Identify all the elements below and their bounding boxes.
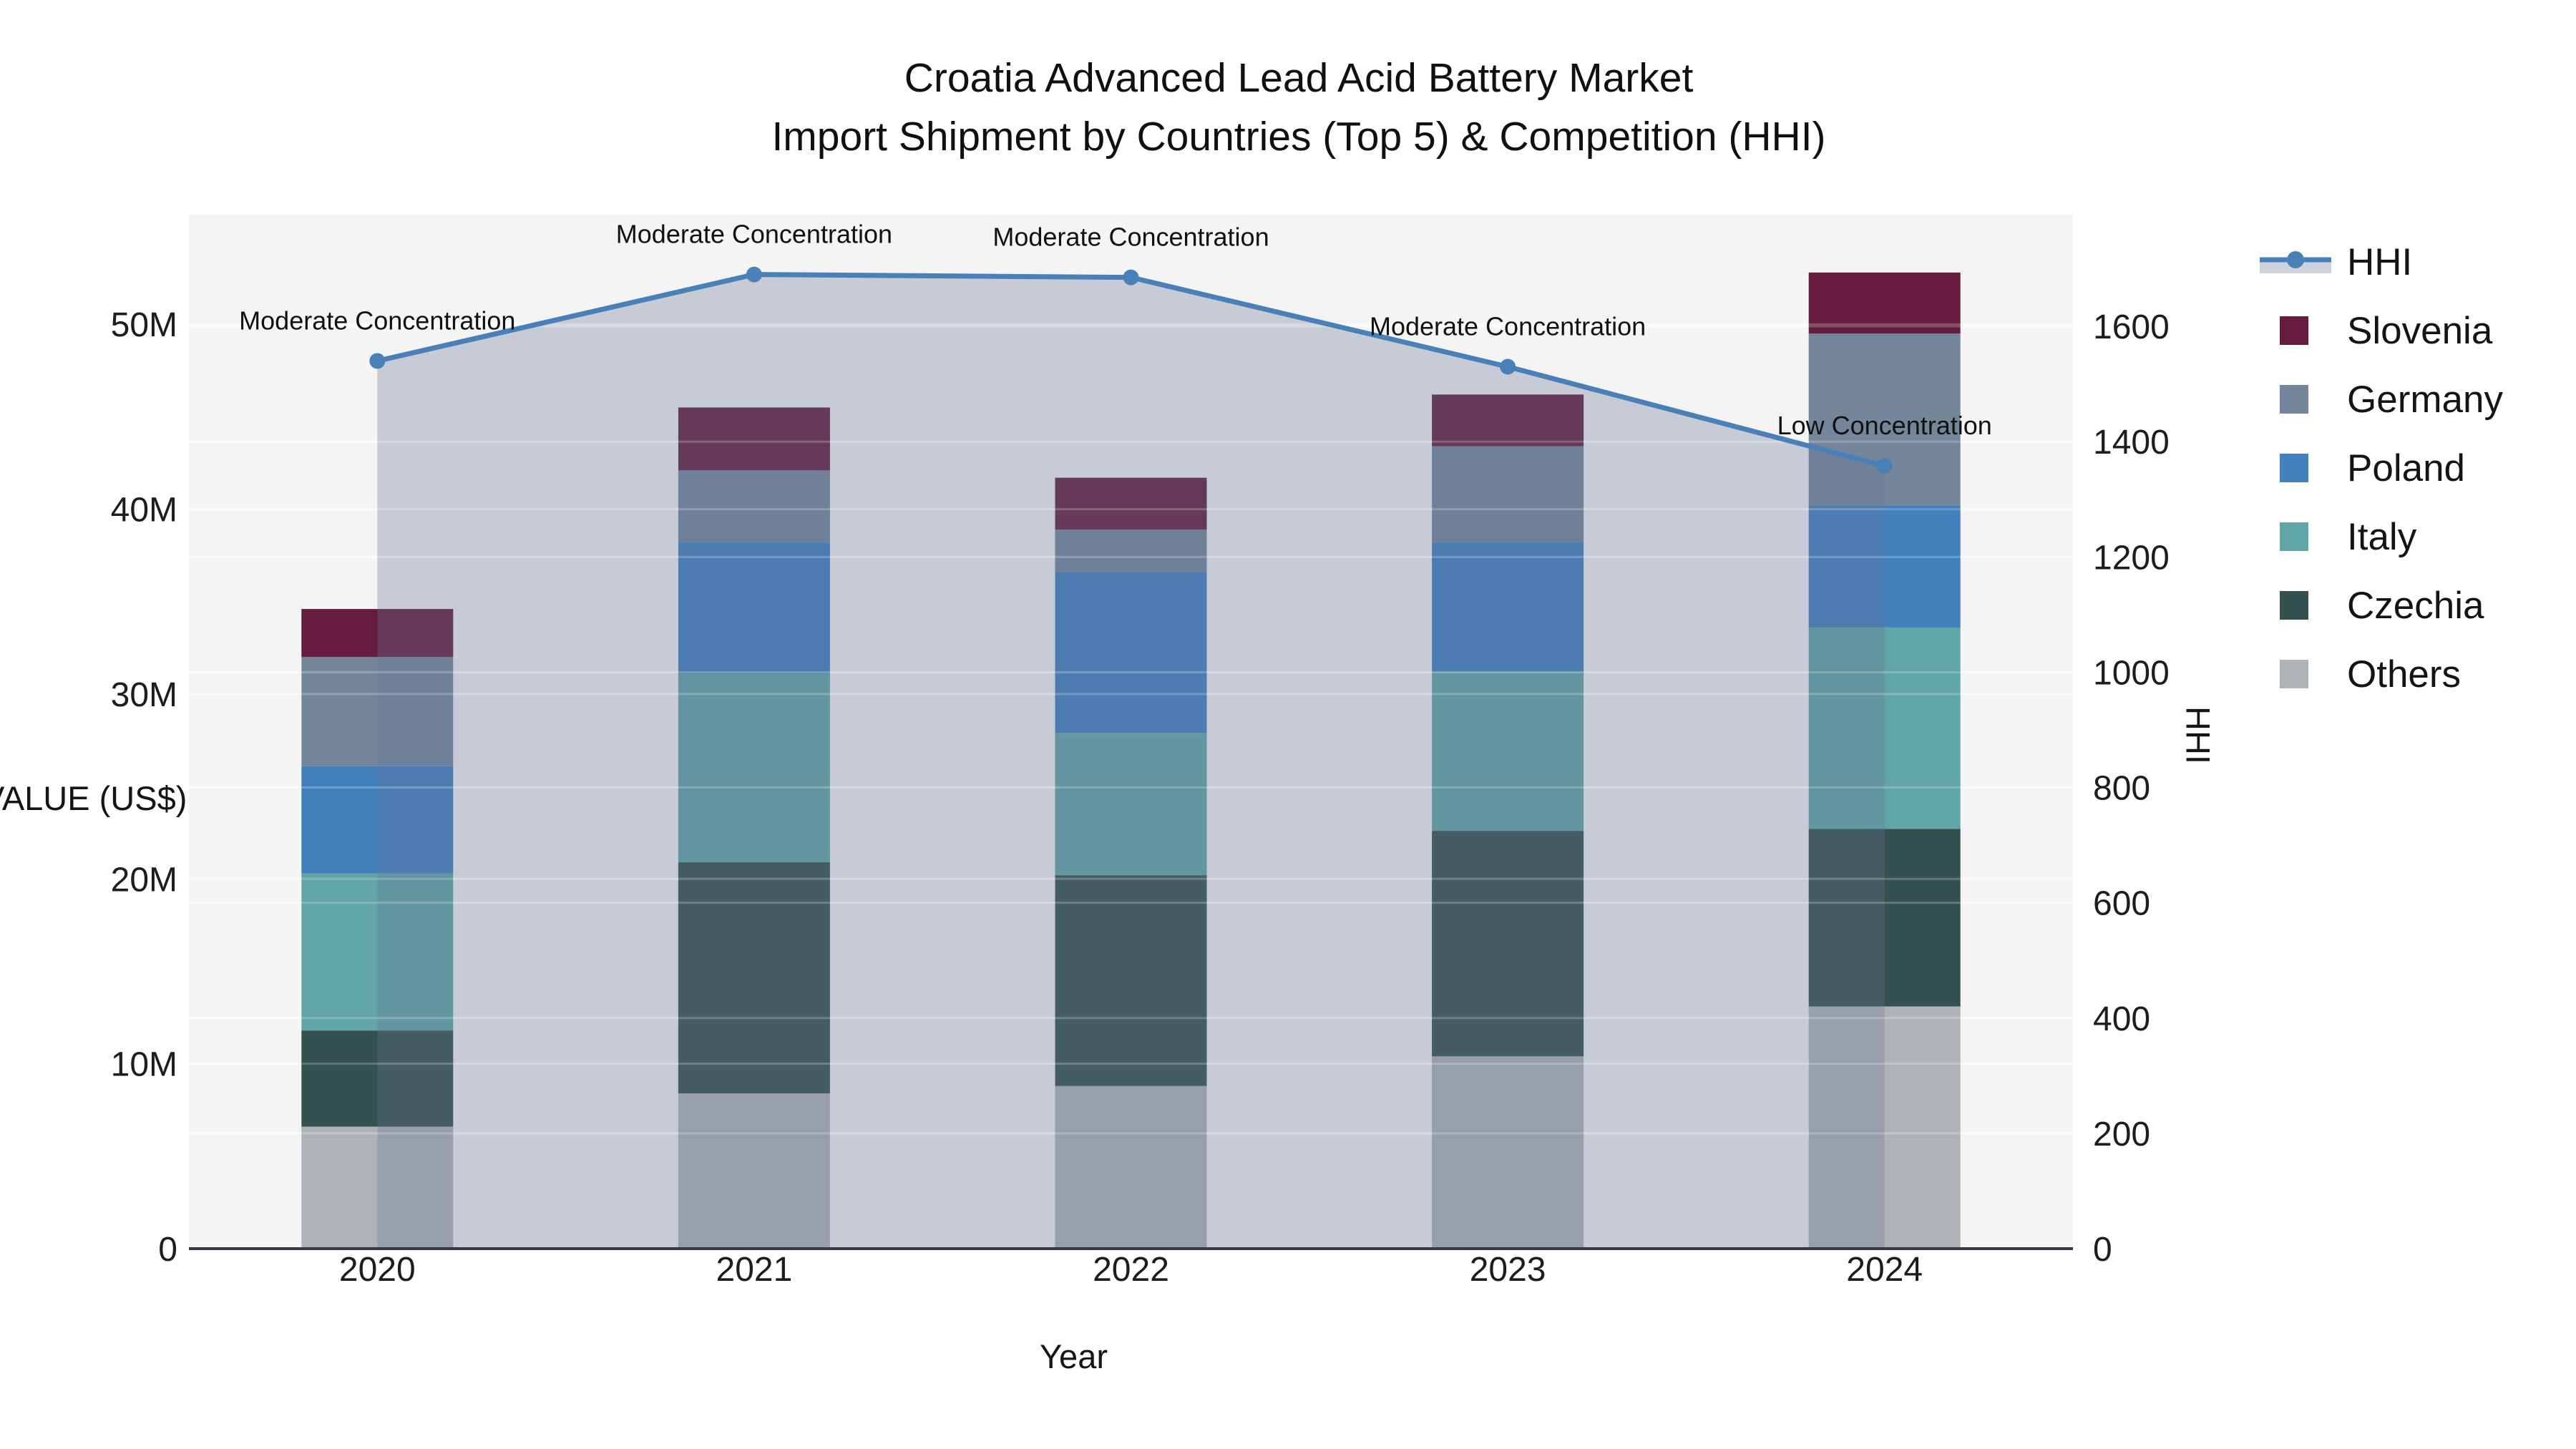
hhi-marker-2021[interactable] [746, 266, 762, 283]
legend-item-hhi[interactable]: HHI [2258, 228, 2573, 296]
x-tick-label-2024: 2024 [1846, 1251, 1923, 1289]
legend-label: HHI [2347, 240, 2413, 283]
y-left-tick-label: 10M [111, 1046, 177, 1084]
y-axis-title-left: TRADE VALUE (US$) [0, 779, 187, 817]
legend-label: Czechia [2347, 584, 2484, 627]
bar-segment-czechia-2023[interactable] [1432, 831, 1584, 1057]
color-swatch-icon [2258, 653, 2336, 696]
bar-segment-poland-2020[interactable] [301, 766, 454, 874]
bar-segment-poland-2022[interactable] [1055, 572, 1207, 733]
color-swatch-icon [2258, 378, 2336, 421]
legend-label: Italy [2347, 515, 2417, 558]
annotation-2023: Moderate Concentration [1370, 312, 1646, 341]
bar-segment-italy-2024[interactable] [1808, 627, 1961, 829]
x-tick-label-2022: 2022 [1093, 1251, 1169, 1289]
y-left-tick-label: 30M [111, 676, 177, 714]
y-right-tick-label: 400 [2093, 1000, 2150, 1038]
y-right-tick-label: 600 [2093, 885, 2150, 923]
y-right-tick-label: 1600 [2093, 308, 2170, 346]
bar-segment-slovenia-2023[interactable] [1432, 394, 1584, 447]
bar-segment-poland-2023[interactable] [1432, 542, 1584, 672]
y-right-tick-label: 1000 [2093, 654, 2170, 692]
bar-series-group [301, 272, 1961, 1249]
annotation-2024: Low Concentration [1777, 411, 1992, 440]
bar-segment-poland-2021[interactable] [678, 542, 830, 674]
legend-item-others[interactable]: Others [2258, 640, 2573, 708]
hhi-area-fill [377, 274, 1885, 1249]
hhi-marker-2024[interactable] [1876, 458, 1893, 474]
y-right-tick-label: 800 [2093, 770, 2150, 808]
bar-segment-slovenia-2024[interactable] [1808, 272, 1961, 334]
bar-segment-italy-2023[interactable] [1432, 671, 1584, 831]
legend: HHI Slovenia Germany Poland Italy Czechia Othe… [2258, 228, 2573, 708]
bar-segment-czechia-2020[interactable] [301, 1030, 454, 1127]
bar-segment-germany-2022[interactable] [1055, 529, 1207, 572]
legend-label: Others [2347, 653, 2462, 696]
x-tick-label-2021: 2021 [716, 1251, 793, 1289]
color-swatch-icon [2258, 515, 2336, 558]
y-right-tick-label: 1400 [2093, 424, 2170, 462]
legend-item-slovenia[interactable]: Slovenia [2258, 296, 2573, 365]
annotation-2020: Moderate Concentration [239, 306, 515, 335]
y-left-tick-label: 20M [111, 861, 177, 899]
legend-label: Slovenia [2347, 309, 2493, 352]
bar-segment-czechia-2024[interactable] [1808, 829, 1961, 1007]
color-swatch-icon [2258, 584, 2336, 627]
bar-segment-others-2021[interactable] [678, 1093, 830, 1249]
bar-segment-italy-2021[interactable] [678, 673, 830, 863]
bar-segment-czechia-2021[interactable] [678, 862, 830, 1093]
y-left-tick-label: 50M [111, 306, 177, 344]
color-swatch-icon [2258, 447, 2336, 489]
bar-segment-slovenia-2020[interactable] [301, 609, 454, 658]
bar-segment-slovenia-2022[interactable] [1055, 477, 1207, 530]
annotation-2022: Moderate Concentration [992, 223, 1269, 252]
bar-segment-italy-2020[interactable] [301, 873, 454, 1031]
bar-segment-germany-2021[interactable] [678, 470, 830, 543]
bar-segment-slovenia-2021[interactable] [678, 407, 830, 471]
x-tick-label-2023: 2023 [1470, 1251, 1546, 1289]
color-swatch-icon [2258, 309, 2336, 352]
legend-item-germany[interactable]: Germany [2258, 365, 2573, 434]
y-right-tick-label: 0 [2093, 1231, 2112, 1269]
bar-segment-others-2024[interactable] [1808, 1006, 1961, 1249]
hhi-marker-2023[interactable] [1500, 358, 1516, 375]
chart-title-line1: Croatia Advanced Lead Acid Battery Marke… [904, 55, 1694, 101]
bar-segment-others-2022[interactable] [1055, 1085, 1207, 1249]
y-right-tick-label: 200 [2093, 1116, 2150, 1153]
legend-label: Poland [2347, 447, 2466, 489]
legend-item-czechia[interactable]: Czechia [2258, 571, 2573, 640]
hhi-marker-2022[interactable] [1123, 269, 1139, 286]
legend-label: Germany [2347, 378, 2503, 421]
chart-title: Croatia Advanced Lead Acid Battery Marke… [0, 49, 2576, 166]
x-axis-title: Year [1040, 1337, 1108, 1375]
hhi-marker-2020[interactable] [369, 353, 386, 369]
bar-segment-poland-2024[interactable] [1808, 505, 1961, 628]
legend-item-italy[interactable]: Italy [2258, 502, 2573, 571]
bar-segment-czechia-2022[interactable] [1055, 875, 1207, 1086]
bar-segment-others-2023[interactable] [1432, 1056, 1584, 1249]
y-right-tick-label: 1200 [2093, 539, 2170, 577]
bar-segment-germany-2023[interactable] [1432, 446, 1584, 543]
chart-title-line2: Import Shipment by Countries (Top 5) & C… [771, 114, 1826, 160]
legend-item-poland[interactable]: Poland [2258, 434, 2573, 502]
bar-segment-italy-2022[interactable] [1055, 733, 1207, 876]
bar-segment-germany-2024[interactable] [1808, 333, 1961, 506]
x-tick-label-2020: 2020 [339, 1251, 416, 1289]
bar-segment-others-2020[interactable] [301, 1126, 454, 1249]
bar-segment-germany-2020[interactable] [301, 657, 454, 766]
hhi-line-swatch-icon [2258, 240, 2336, 283]
y-left-tick-label: 0 [158, 1231, 177, 1269]
annotation-2021: Moderate Concentration [616, 220, 892, 249]
y-left-tick-label: 40M [111, 492, 177, 530]
